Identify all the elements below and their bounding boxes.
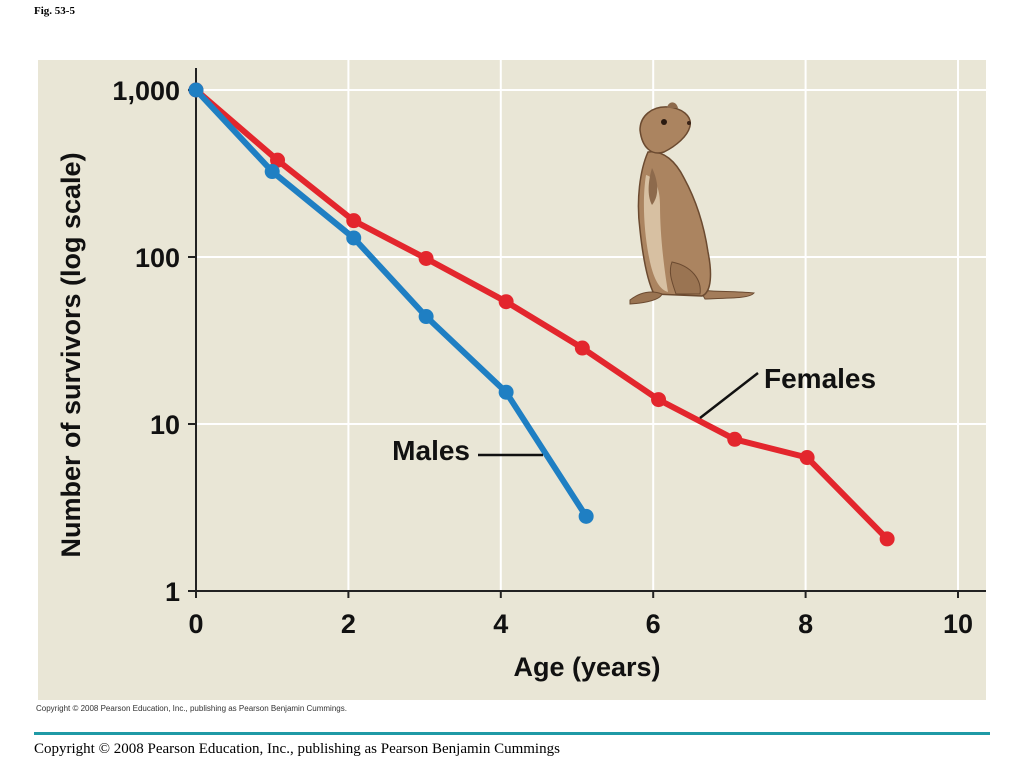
tick-labels: 0 2 4 6 8 10 1 10 100 1,000	[112, 76, 973, 639]
females-point	[651, 392, 667, 408]
females-point	[879, 531, 895, 547]
females-point	[498, 294, 514, 310]
females-point	[727, 431, 743, 447]
males-point	[578, 508, 594, 524]
y-tick-label: 10	[150, 410, 180, 440]
annotations: Females Males	[392, 363, 876, 466]
y-tick-label: 100	[135, 243, 180, 273]
males-line	[193, 87, 590, 520]
females-line	[193, 87, 891, 542]
copyright-small: Copyright © 2008 Pearson Education, Inc.…	[36, 704, 347, 713]
divider-rule	[34, 732, 990, 735]
grid-lines	[196, 60, 986, 591]
x-axis-label: Age (years)	[513, 652, 660, 682]
x-tick-label: 8	[798, 609, 813, 639]
y-tick-label: 1,000	[112, 76, 180, 106]
squirrel-icon	[629, 102, 755, 305]
figure-label: Fig. 53-5	[34, 5, 75, 17]
females-leader-line	[699, 372, 759, 419]
series-lines	[188, 82, 895, 547]
males-point	[264, 164, 280, 180]
x-tick-label: 10	[943, 609, 973, 639]
females-point	[799, 450, 815, 466]
females-label: Females	[764, 363, 876, 394]
females-point	[270, 152, 286, 168]
y-axis-label: Number of survivors (log scale)	[56, 152, 86, 557]
axes	[188, 68, 986, 598]
x-tick-label: 0	[188, 609, 203, 639]
females-point	[346, 213, 362, 229]
males-label: Males	[392, 435, 470, 466]
males-point	[418, 309, 434, 325]
males-point	[346, 230, 362, 246]
x-tick-label: 4	[493, 609, 508, 639]
x-tick-label: 2	[341, 609, 356, 639]
copyright-footer: Copyright © 2008 Pearson Education, Inc.…	[34, 741, 560, 757]
males-point	[498, 384, 514, 400]
females-point	[574, 340, 590, 356]
y-tick-label: 1	[165, 577, 180, 607]
x-tick-label: 6	[646, 609, 661, 639]
males-point	[188, 82, 204, 98]
females-point	[418, 250, 434, 266]
